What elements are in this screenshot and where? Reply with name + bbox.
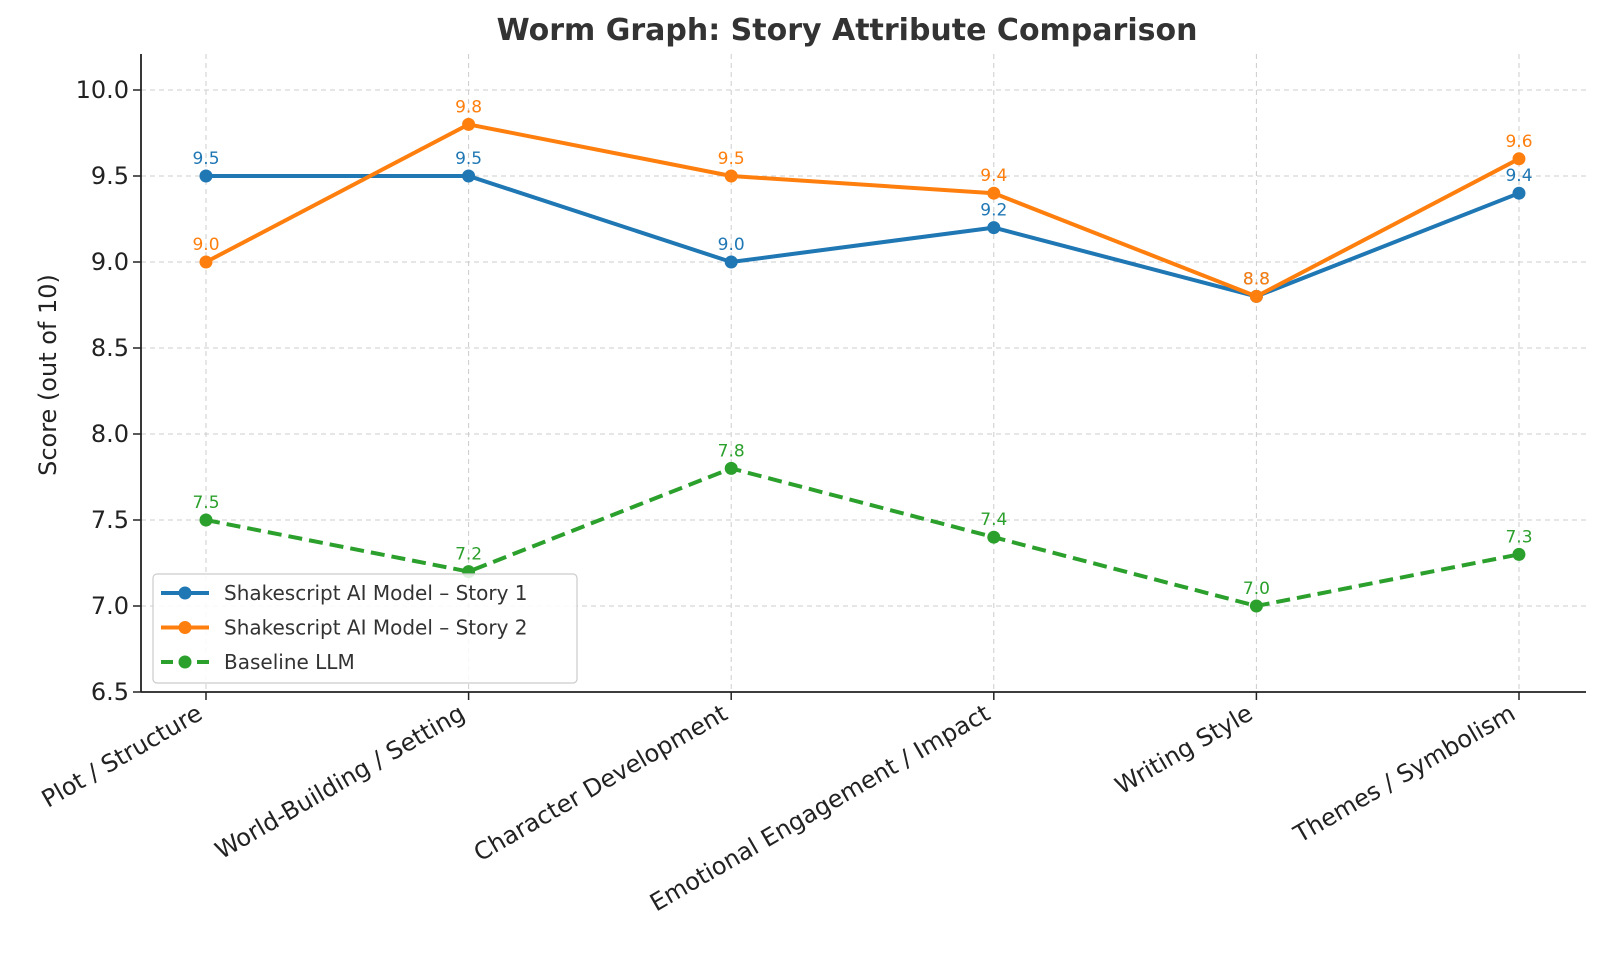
data-label: 7.4 xyxy=(980,510,1007,530)
legend-box xyxy=(152,573,578,684)
legend: Shakescript AI Model – Story 1 Shakescrip… xyxy=(152,573,578,684)
legend-label: Shakescript AI Model – Story 1 xyxy=(224,581,528,605)
series-point xyxy=(724,255,738,269)
series-line xyxy=(206,174,1520,299)
series-point xyxy=(199,255,213,269)
series-point xyxy=(724,461,738,475)
data-labels-layer: 9.5 9.59.09.28.89.49.09.89.59.48.89.67.57… xyxy=(192,97,1532,599)
legend-swatch-marker xyxy=(178,586,192,600)
series-point xyxy=(724,169,738,183)
data-label: 9.6 xyxy=(1505,132,1532,152)
series-point xyxy=(1249,599,1263,613)
data-label: 7.3 xyxy=(1505,527,1532,547)
series-point xyxy=(1512,186,1526,200)
y-tick-label: 6.5 xyxy=(91,678,129,706)
legend-swatch-marker xyxy=(178,621,192,634)
grid-layer xyxy=(141,54,1586,692)
y-tick-label: 9.5 xyxy=(91,162,129,190)
y-tick-label: 8.0 xyxy=(91,420,129,448)
series-point xyxy=(987,221,1001,235)
data-label: 9.0 xyxy=(718,235,745,255)
data-label: 9.5 xyxy=(718,149,745,169)
data-label: 9.2 xyxy=(980,201,1007,221)
series-point xyxy=(199,513,213,527)
series-point xyxy=(462,117,476,131)
series-line xyxy=(205,466,1520,608)
data-label: 9.4 xyxy=(980,166,1007,186)
x-tick-label: Character Development xyxy=(469,699,732,867)
y-tick-label: 7.0 xyxy=(91,592,129,620)
data-label: 7.0 xyxy=(1243,579,1270,599)
x-tick-label: Themes / Symbolism xyxy=(1288,699,1520,849)
y-tick-label: 8.5 xyxy=(91,334,129,362)
y-tick-label: 7.5 xyxy=(91,506,129,534)
series-point xyxy=(1512,152,1526,166)
y-tick-label: 9.0 xyxy=(91,248,129,276)
data-label: 8.8 xyxy=(1243,269,1270,289)
legend-label: Shakescript AI Model – Story 2 xyxy=(224,616,528,640)
axes-layer: 6.5 7.0 7.5 8.0 8.5 9.0 9.5 10.0 Plot / Structur… xyxy=(37,54,1586,917)
legend-label: Baseline LLM xyxy=(224,650,355,674)
series-line xyxy=(205,122,1520,299)
x-tick-label: Plot / Structure xyxy=(37,699,207,813)
x-tick-label: World-Building / Setting xyxy=(210,699,469,865)
series-point xyxy=(1512,547,1526,561)
series-point xyxy=(462,169,476,183)
data-label: 9.5 xyxy=(192,149,219,169)
series-point xyxy=(987,186,1001,200)
chart-title: Worm Graph: Story Attribute Comparison xyxy=(497,13,1198,48)
legend-swatch-marker xyxy=(178,655,192,669)
data-label: 9.4 xyxy=(1505,166,1532,186)
data-label: 9.5 xyxy=(455,149,482,169)
y-axis-label: Score (out of 10) xyxy=(34,274,62,476)
series-layer xyxy=(199,117,1526,613)
data-label: 9.0 xyxy=(192,235,219,255)
data-label: 8.8 xyxy=(1243,269,1270,289)
data-label: 9.8 xyxy=(455,97,482,117)
data-label: 7.2 xyxy=(455,545,482,565)
x-tick-label: Writing Style xyxy=(1110,699,1257,800)
series-point xyxy=(1249,289,1263,303)
data-label: 7.8 xyxy=(718,441,745,461)
y-tick-label: 10.0 xyxy=(76,76,129,104)
data-label: 7.5 xyxy=(192,493,219,513)
series-point xyxy=(987,530,1001,544)
series-point xyxy=(199,169,213,183)
